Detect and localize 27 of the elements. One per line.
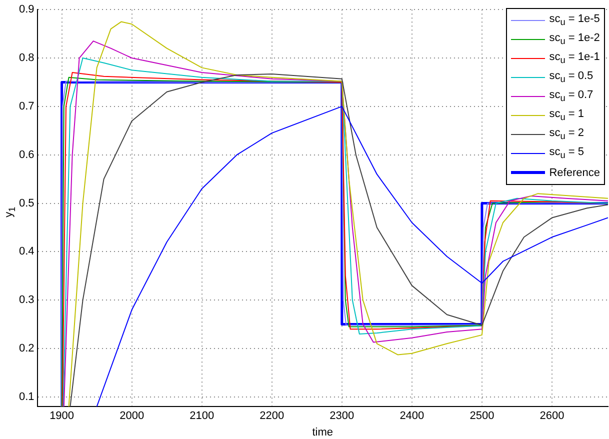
legend-label: sc$_{u}$ = 0.7 — [549, 89, 594, 104]
y-tick-label: 0.8 — [18, 52, 34, 64]
y-tick-label: 0.2 — [18, 342, 34, 355]
x-tick-label: 2500 — [470, 410, 494, 422]
y-tick-label: 0.4 — [18, 246, 34, 258]
x-tick-label: 1900 — [50, 410, 74, 422]
x-tick-label: 2300 — [330, 410, 354, 422]
legend-label: sc$_{u}$ = 5 — [549, 146, 584, 161]
legend-label: sc$_{u}$ = 1e-1 — [549, 51, 600, 66]
x-tick-label: 2200 — [260, 410, 284, 422]
x-tick-label: 2400 — [400, 410, 424, 422]
y-tick-label: 0.7 — [18, 100, 34, 112]
legend-label: sc$_{u}$ = 1e-2 — [549, 32, 600, 47]
x-tick-label: 2100 — [190, 410, 214, 422]
legend-label: sc$_{u}$ = 2 — [549, 127, 584, 142]
x-tick-label: 2600 — [540, 410, 564, 422]
y-tick-label: 0.6 — [18, 148, 34, 161]
y-tick-label: 0.5 — [18, 197, 34, 210]
legend-label: sc$_{u}$ = 1e-5 — [549, 13, 600, 28]
y-tick-label: 0.3 — [18, 294, 34, 306]
y-tick-label: 0.9 — [18, 4, 34, 16]
legend-label: sc$_{u}$ = 0.5 — [549, 70, 594, 85]
x-tick-label: 2000 — [120, 410, 144, 422]
x-axis-title: time — [312, 426, 334, 438]
legend-label: sc$_{u}$ = 1 — [549, 108, 584, 123]
legend-label: Reference — [549, 166, 600, 178]
y-tick-label: 0.1 — [18, 390, 34, 403]
